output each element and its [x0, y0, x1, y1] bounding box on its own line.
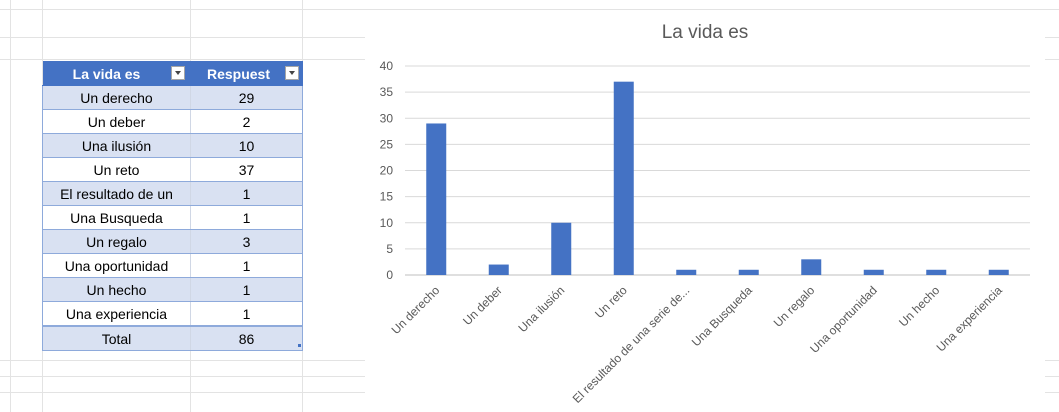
x-tick-label: Una experiencia: [934, 283, 1005, 354]
table-row[interactable]: Un reto 37: [42, 157, 303, 182]
header-respuestas[interactable]: Respuest: [190, 61, 303, 86]
row-label[interactable]: Un derecho: [42, 85, 191, 110]
bar-chart[interactable]: La vida es 0 5 10 15 20 25 30 35 40 Un derecho Un …: [365, 12, 1045, 407]
bar[interactable]: [801, 259, 822, 275]
row-label[interactable]: Un hecho: [42, 277, 191, 302]
table-row[interactable]: Una oportunidad 1: [42, 253, 303, 278]
header-label: La vida es: [72, 65, 141, 82]
chart-title: La vida es: [661, 22, 749, 43]
row-label[interactable]: Un deber: [42, 109, 191, 134]
x-tick-label: Una oportunidad: [807, 283, 880, 356]
row-label[interactable]: Una Busqueda: [42, 205, 191, 230]
table-row[interactable]: Un deber 2: [42, 109, 303, 134]
bar[interactable]: [863, 269, 884, 275]
table-row[interactable]: Un hecho 1: [42, 277, 303, 302]
row-label[interactable]: Una oportunidad: [42, 253, 191, 278]
row-value[interactable]: 2: [190, 109, 303, 134]
row-value[interactable]: 1: [190, 205, 303, 230]
y-tick-label: 0: [386, 268, 393, 282]
x-tick-label: Un derecho: [389, 283, 443, 337]
row-value[interactable]: 1: [190, 181, 303, 206]
bar[interactable]: [926, 269, 947, 275]
row-value[interactable]: 3: [190, 229, 303, 254]
resize-handle[interactable]: [298, 344, 301, 347]
total-value[interactable]: 86: [190, 325, 303, 351]
row-label[interactable]: El resultado de un: [42, 181, 191, 206]
bar[interactable]: [488, 264, 509, 275]
pivot-table[interactable]: La vida es Respuest Un derecho 29 Un deber…: [42, 61, 303, 351]
table-row[interactable]: Una experiencia 1: [42, 301, 303, 327]
y-tick-label: 10: [380, 216, 394, 230]
x-tick-label: Un regalo: [771, 283, 818, 330]
table-row[interactable]: El resultado de un 1: [42, 181, 303, 206]
filter-dropdown-icon[interactable]: [284, 66, 299, 80]
table-row[interactable]: Una Busqueda 1: [42, 205, 303, 230]
x-tick-label: Un reto: [592, 283, 630, 321]
row-label[interactable]: Una experiencia: [42, 301, 191, 327]
x-tick-label: Una Busqueda: [689, 283, 755, 349]
row-label[interactable]: Un regalo: [42, 229, 191, 254]
row-value[interactable]: 37: [190, 157, 303, 182]
y-tick-label: 35: [380, 85, 394, 99]
bar[interactable]: [738, 269, 759, 275]
header-la-vida-es[interactable]: La vida es: [42, 61, 191, 86]
row-value[interactable]: 1: [190, 277, 303, 302]
table-row[interactable]: Un regalo 3: [42, 229, 303, 254]
x-tick-label: Una ilusión: [515, 283, 567, 335]
row-label[interactable]: Un reto: [42, 157, 191, 182]
filter-dropdown-icon[interactable]: [170, 66, 185, 80]
x-tick-label: Un deber: [460, 283, 505, 328]
y-tick-label: 30: [380, 111, 394, 125]
y-tick-label: 20: [380, 164, 394, 178]
chart-plot-area: 0 5 10 15 20 25 30 35 40 Un derecho Un deber Una il…: [380, 59, 1030, 406]
row-label[interactable]: Una ilusión: [42, 133, 191, 158]
bar[interactable]: [988, 269, 1009, 275]
y-tick-label: 15: [380, 190, 394, 204]
header-label: Respuest: [206, 65, 271, 82]
row-value[interactable]: 1: [190, 301, 303, 327]
bar[interactable]: [551, 222, 572, 275]
bar[interactable]: [676, 269, 697, 275]
row-value[interactable]: 10: [190, 133, 303, 158]
y-tick-label: 25: [380, 137, 394, 151]
row-value[interactable]: 1: [190, 253, 303, 278]
x-tick-label: El resultado de una serie de...: [570, 283, 693, 406]
row-value[interactable]: 29: [190, 85, 303, 110]
table-row[interactable]: Una ilusión 10: [42, 133, 303, 158]
total-label[interactable]: Total: [42, 325, 191, 351]
table-row[interactable]: Un derecho 29: [42, 85, 303, 110]
y-tick-label: 40: [380, 59, 394, 73]
y-tick-label: 5: [386, 242, 393, 256]
bar[interactable]: [613, 81, 634, 275]
bar[interactable]: [426, 123, 447, 275]
x-tick-label: Un hecho: [896, 283, 942, 329]
